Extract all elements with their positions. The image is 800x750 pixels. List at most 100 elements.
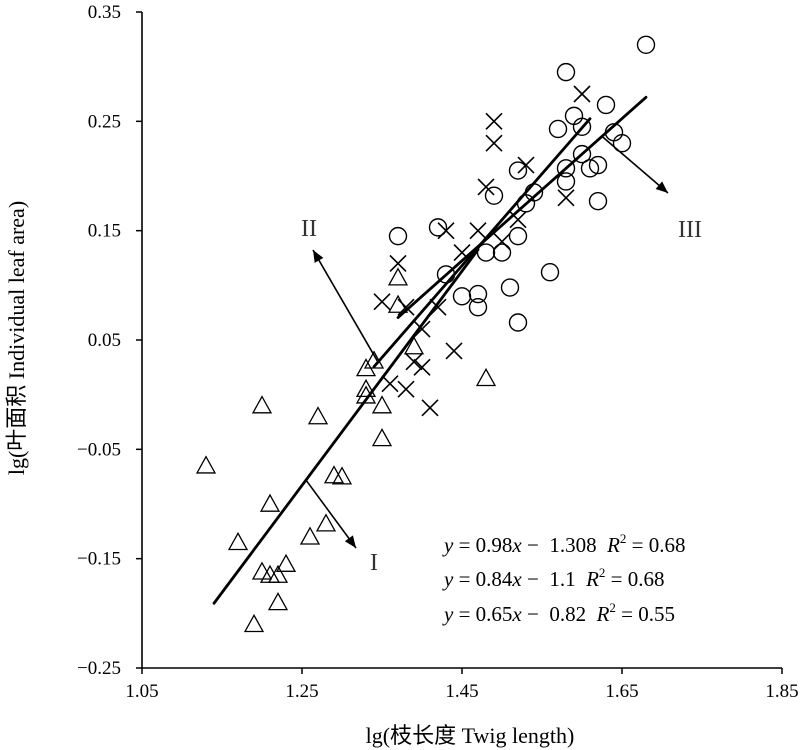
x-axis-title: lg(枝长度 Twig length) (366, 723, 575, 748)
circle-marker (428, 218, 448, 237)
cross-marker (429, 298, 447, 316)
y-tick-label: −0.05 (77, 439, 121, 460)
cross-marker (557, 189, 575, 207)
regression-line-i (212, 248, 480, 605)
circle-marker (388, 226, 408, 246)
triangle-marker (323, 465, 345, 484)
circle-marker (548, 119, 568, 139)
circle-marker (564, 106, 584, 126)
triangle-marker (355, 378, 377, 398)
tick-labels: 1.05 1.25 1.45 1.65 1.85 −0.25 −0.15 −0.05 0.05 0… (77, 2, 799, 702)
region-label-i: I (370, 550, 378, 576)
region-label-ii: II (301, 216, 317, 242)
data-points (195, 35, 656, 633)
cross-marker (517, 156, 535, 174)
y-tick-label: −0.25 (77, 658, 121, 679)
circle-marker (556, 159, 576, 178)
circle-marker (508, 313, 528, 332)
y-tick-label: 0.05 (88, 330, 121, 351)
triangle-marker (307, 406, 329, 425)
triangle-marker (275, 553, 297, 572)
circle-marker (596, 95, 616, 115)
circle-marker (588, 191, 608, 211)
circle-marker (484, 186, 504, 205)
circle-marker (588, 155, 608, 175)
cross-marker (397, 380, 415, 398)
triangle-marker (371, 395, 393, 414)
circle-marker (500, 278, 520, 297)
circle-marker (612, 133, 632, 153)
triangle-marker (227, 531, 249, 551)
circle-marker (556, 62, 576, 82)
cross-marker (573, 85, 591, 103)
cross-marker (405, 353, 423, 371)
triangle-marker (475, 367, 497, 387)
circle-marker (468, 298, 488, 317)
triangle-marker (387, 267, 409, 286)
circle-marker (508, 161, 528, 180)
y-axis-title: lg(叶面积 Individual leaf area) (4, 201, 29, 475)
y-tick-label: 0.35 (88, 2, 121, 23)
circle-marker (508, 226, 528, 246)
regression-lines (212, 95, 648, 605)
cross-marker (421, 399, 439, 417)
circle-marker (468, 284, 488, 304)
equation-line-3: y = 0.65x − 0.82 R2 = 0.55 (442, 600, 675, 626)
triangle-marker (251, 395, 273, 414)
regression-line-iii (396, 95, 648, 319)
cross-marker (485, 134, 503, 152)
circle-marker (636, 35, 656, 54)
triangle-marker (355, 385, 377, 404)
equation-line-1: y = 0.98x − 1.308 R2 = 0.68 (442, 531, 686, 557)
cross-marker (389, 254, 407, 273)
circle-marker (452, 287, 472, 306)
arrow-line-i (305, 479, 357, 549)
triangle-marker (259, 493, 281, 512)
circle-marker (572, 117, 592, 137)
triangle-marker (371, 428, 393, 447)
triangle-marker (267, 592, 289, 611)
circle-marker (580, 159, 600, 178)
circle-marker (524, 183, 544, 202)
cross-marker (445, 342, 463, 360)
x-tick-label: 1.85 (765, 681, 798, 702)
cross-marker (493, 233, 511, 251)
circle-marker (476, 243, 496, 262)
region-label-iii: III (678, 217, 702, 243)
cross-marker (397, 298, 415, 316)
arrow-line-ii (312, 249, 379, 363)
circle-marker (572, 144, 592, 164)
cross-marker (413, 358, 431, 376)
triangle-marker (363, 350, 385, 369)
circle-marker (436, 265, 456, 284)
triangle-marker (299, 526, 321, 545)
triangle-marker (315, 513, 337, 532)
y-tick-label: −0.15 (77, 549, 121, 570)
cross-marker (373, 293, 391, 311)
cross-marker (469, 222, 487, 240)
axes (136, 11, 783, 674)
circle-marker (540, 263, 560, 282)
circle-marker (556, 172, 576, 191)
annotation-arrows (305, 135, 669, 549)
equation-line-2: y = 0.84x − 1.1 R2 = 0.68 (442, 565, 665, 591)
triangle-marker (251, 561, 273, 580)
cross-marker (485, 112, 503, 130)
triangle-marker (403, 336, 425, 355)
x-tick-label: 1.05 (125, 681, 158, 702)
arrow-line-iii (601, 135, 669, 194)
x-tick-label: 1.65 (605, 681, 638, 702)
x-tick-label: 1.25 (285, 681, 318, 702)
cross-marker (381, 375, 399, 393)
triangle-marker (331, 466, 353, 485)
triangle-marker (267, 564, 289, 583)
circle-marker (492, 243, 512, 262)
x-tick-label: 1.45 (445, 681, 478, 702)
cross-marker (413, 320, 431, 338)
y-tick-label: 0.15 (88, 221, 121, 242)
cross-marker (477, 178, 495, 196)
y-tick-label: 0.25 (88, 111, 121, 132)
triangle-marker (243, 613, 265, 633)
cross-marker (453, 243, 471, 262)
